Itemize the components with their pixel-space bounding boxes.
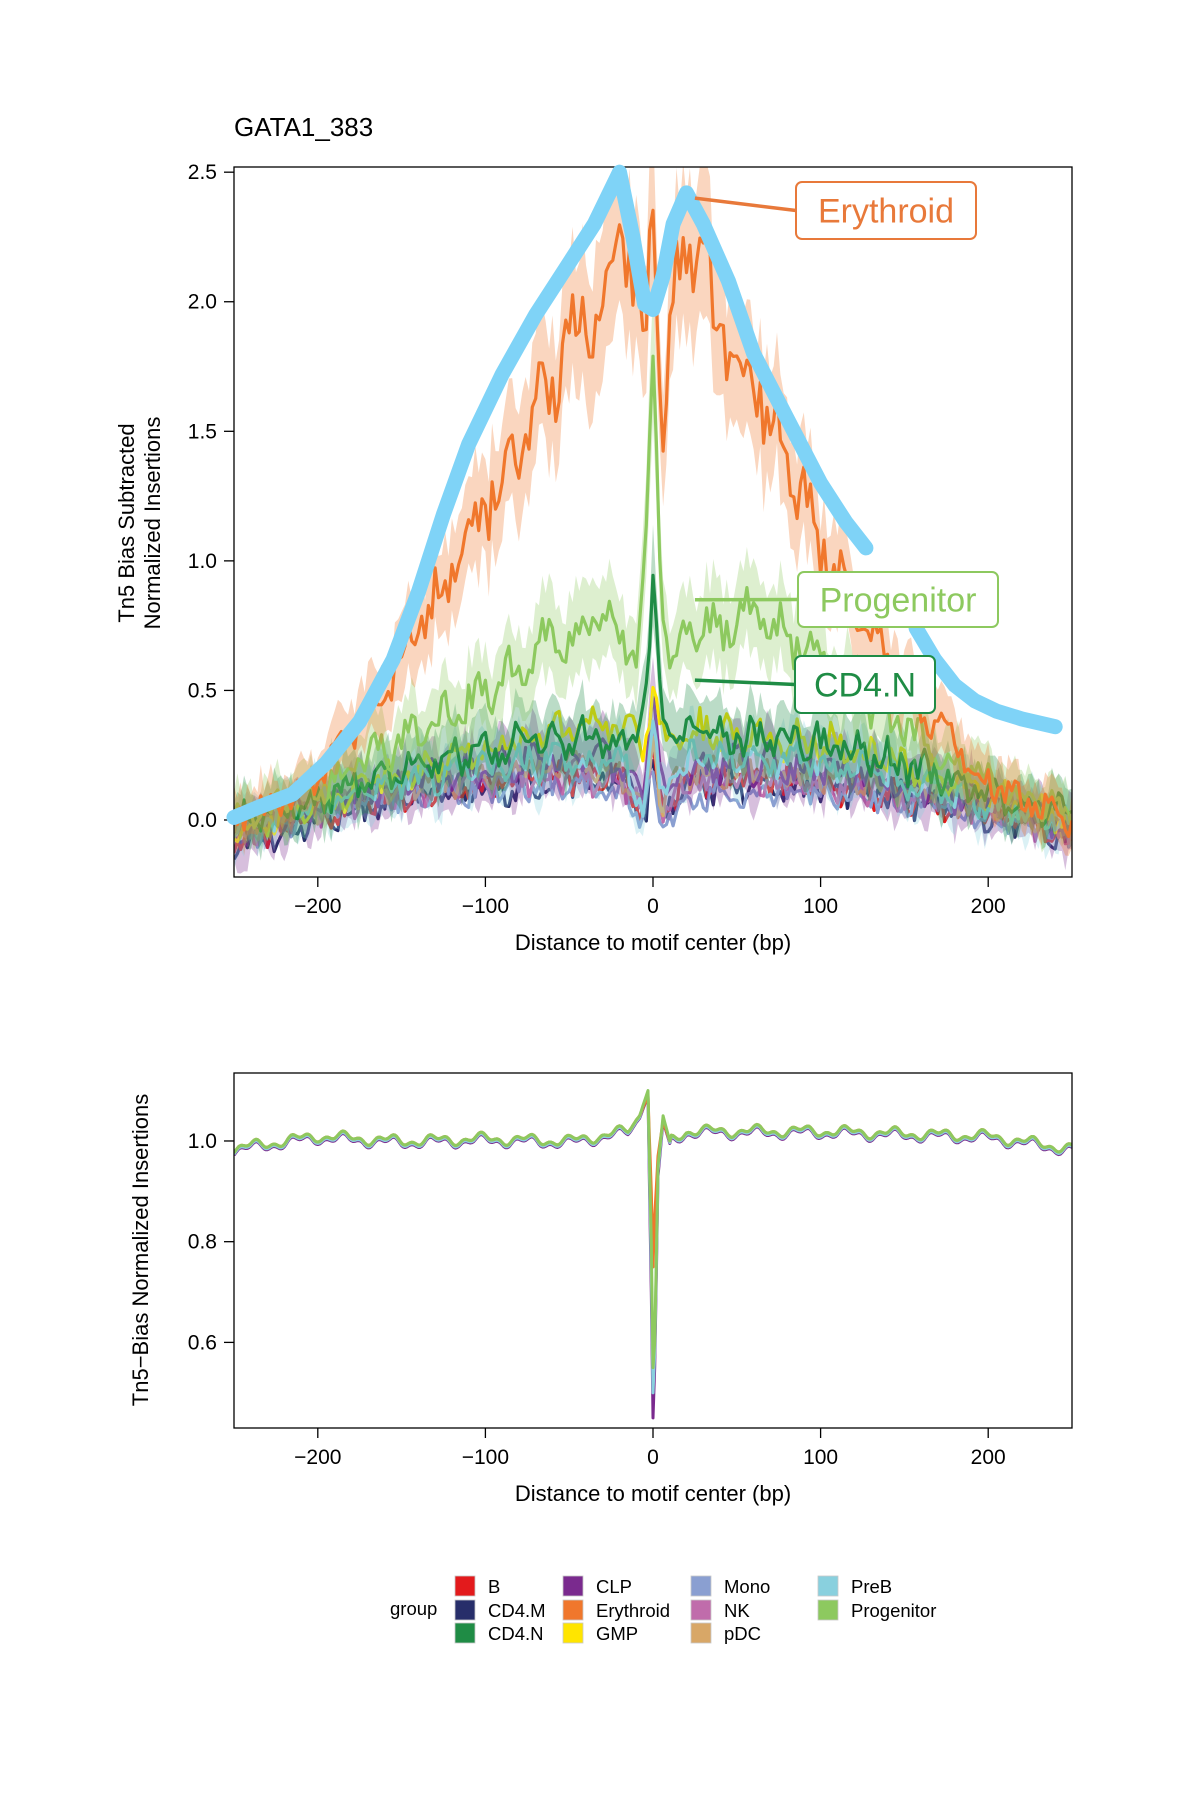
- highlight-stroke-main: [226, 164, 874, 825]
- legend-label-clp: CLP: [596, 1576, 632, 1597]
- bottom-ytick-label: 0.8: [188, 1231, 217, 1254]
- callout-label-progenitor: Progenitor: [820, 582, 977, 620]
- bottom-axes: −200 −100 0 100 200 0.6 0.8 1.0: [188, 1130, 1006, 1469]
- legend-swatch-erythroid: [562, 1599, 584, 1621]
- callout-box-erythroid: [795, 181, 977, 240]
- bottom-ytick-label: 1.0: [188, 1130, 217, 1153]
- legend-label-gmp: GMP: [596, 1623, 638, 1644]
- top-ytick-label: 0.5: [188, 679, 217, 702]
- bottom-xtick-label: 200: [971, 1446, 1006, 1469]
- top-ytick-label: 1.5: [188, 420, 217, 443]
- legend-swatch-pdc: [690, 1622, 712, 1644]
- legend-swatch-preb: [817, 1575, 839, 1597]
- bottom-panel: Tn5−Bias Normalized Insertions Distance …: [128, 1072, 1073, 1506]
- callout-box-progenitor: [797, 571, 999, 628]
- legend-swatch-clp: [562, 1575, 584, 1597]
- legend-label-pdc: pDC: [724, 1623, 761, 1644]
- legend-label-erythroid: Erythroid: [596, 1600, 670, 1621]
- callout-leader-erythroid: [694, 196, 797, 213]
- callout-leader-cd4-n: [694, 678, 796, 687]
- legend-label-b: B: [488, 1576, 500, 1597]
- legend-swatch-gmp: [562, 1622, 584, 1644]
- legend-label-cd4-m: CD4.M: [488, 1600, 546, 1621]
- legend-label-mono: Mono: [724, 1576, 770, 1597]
- bottom-ytick-label: 0.6: [188, 1331, 217, 1354]
- legend-label-progenitor: Progenitor: [851, 1600, 936, 1621]
- bottom-ylabel: Tn5−Bias Normalized Insertions: [128, 1094, 153, 1406]
- top-ylabel-line-2: Normalized Insertions: [140, 417, 165, 630]
- top-xlabel: Distance to motif center (bp): [515, 930, 791, 955]
- series-ribbon-cd4-n: [234, 524, 1072, 861]
- legend-swatch-cd4-m: [454, 1599, 476, 1621]
- bottom-xlabel: Distance to motif center (bp): [515, 1481, 791, 1506]
- top-panel: GATA1_383 Tn5 Bias Subtracted Normalized…: [114, 112, 1073, 955]
- top-ytick-label: 2.5: [188, 161, 217, 184]
- bottom-series-line-erythroid: [234, 1094, 1072, 1269]
- bottom-xtick-label: 100: [803, 1446, 838, 1469]
- bottom-series-line-progenitor: [234, 1089, 1072, 1370]
- series-line-progenitor: [234, 354, 1072, 830]
- legend-label-nk: NK: [724, 1600, 750, 1621]
- top-ytick-label: 0.0: [188, 809, 217, 832]
- bottom-xtick-label: −200: [294, 1446, 341, 1469]
- legend-label-cd4-n: CD4.N: [488, 1623, 544, 1644]
- top-annotations: Erythroid Progenitor CD4.N: [226, 164, 1063, 825]
- top-ylabel-line-1: Tn5 Bias Subtracted: [114, 423, 139, 622]
- legend-title: group: [390, 1598, 437, 1619]
- top-ylabel: Tn5 Bias Subtracted Normalized Insertion…: [114, 417, 165, 630]
- callout-box-cd4-n: [794, 655, 936, 714]
- callout-label-cd4-n: CD4.N: [814, 667, 916, 705]
- bottom-xtick-label: 0: [647, 1446, 659, 1469]
- top-chart-title: GATA1_383: [234, 112, 373, 142]
- legend-label-preb: PreB: [851, 1576, 892, 1597]
- bottom-plot-content: [234, 1089, 1072, 1420]
- legend-swatch-nk: [690, 1599, 712, 1621]
- legend-swatch-progenitor: [817, 1599, 839, 1621]
- legend-swatch-b: [454, 1575, 476, 1597]
- bottom-xtick-label: −100: [462, 1446, 509, 1469]
- top-xtick-label: 0: [647, 895, 659, 918]
- top-axes: −200 −100 0 100 200 0.0 0.5 1.0 1.5 2.0 2.5: [188, 161, 1006, 918]
- top-xtick-label: −200: [294, 895, 341, 918]
- top-xtick-label: 100: [803, 895, 838, 918]
- legend-swatch-mono: [690, 1575, 712, 1597]
- top-ytick-label: 2.0: [188, 291, 217, 314]
- series-line-cd4-n: [234, 573, 1072, 833]
- top-xtick-label: −100: [462, 895, 509, 918]
- legend-swatch-cd4-n: [454, 1622, 476, 1644]
- top-ytick-label: 1.0: [188, 550, 217, 573]
- series-ribbon-preb: [234, 689, 1072, 869]
- callout-label-erythroid: Erythroid: [818, 193, 954, 231]
- top-xtick-label: 200: [971, 895, 1006, 918]
